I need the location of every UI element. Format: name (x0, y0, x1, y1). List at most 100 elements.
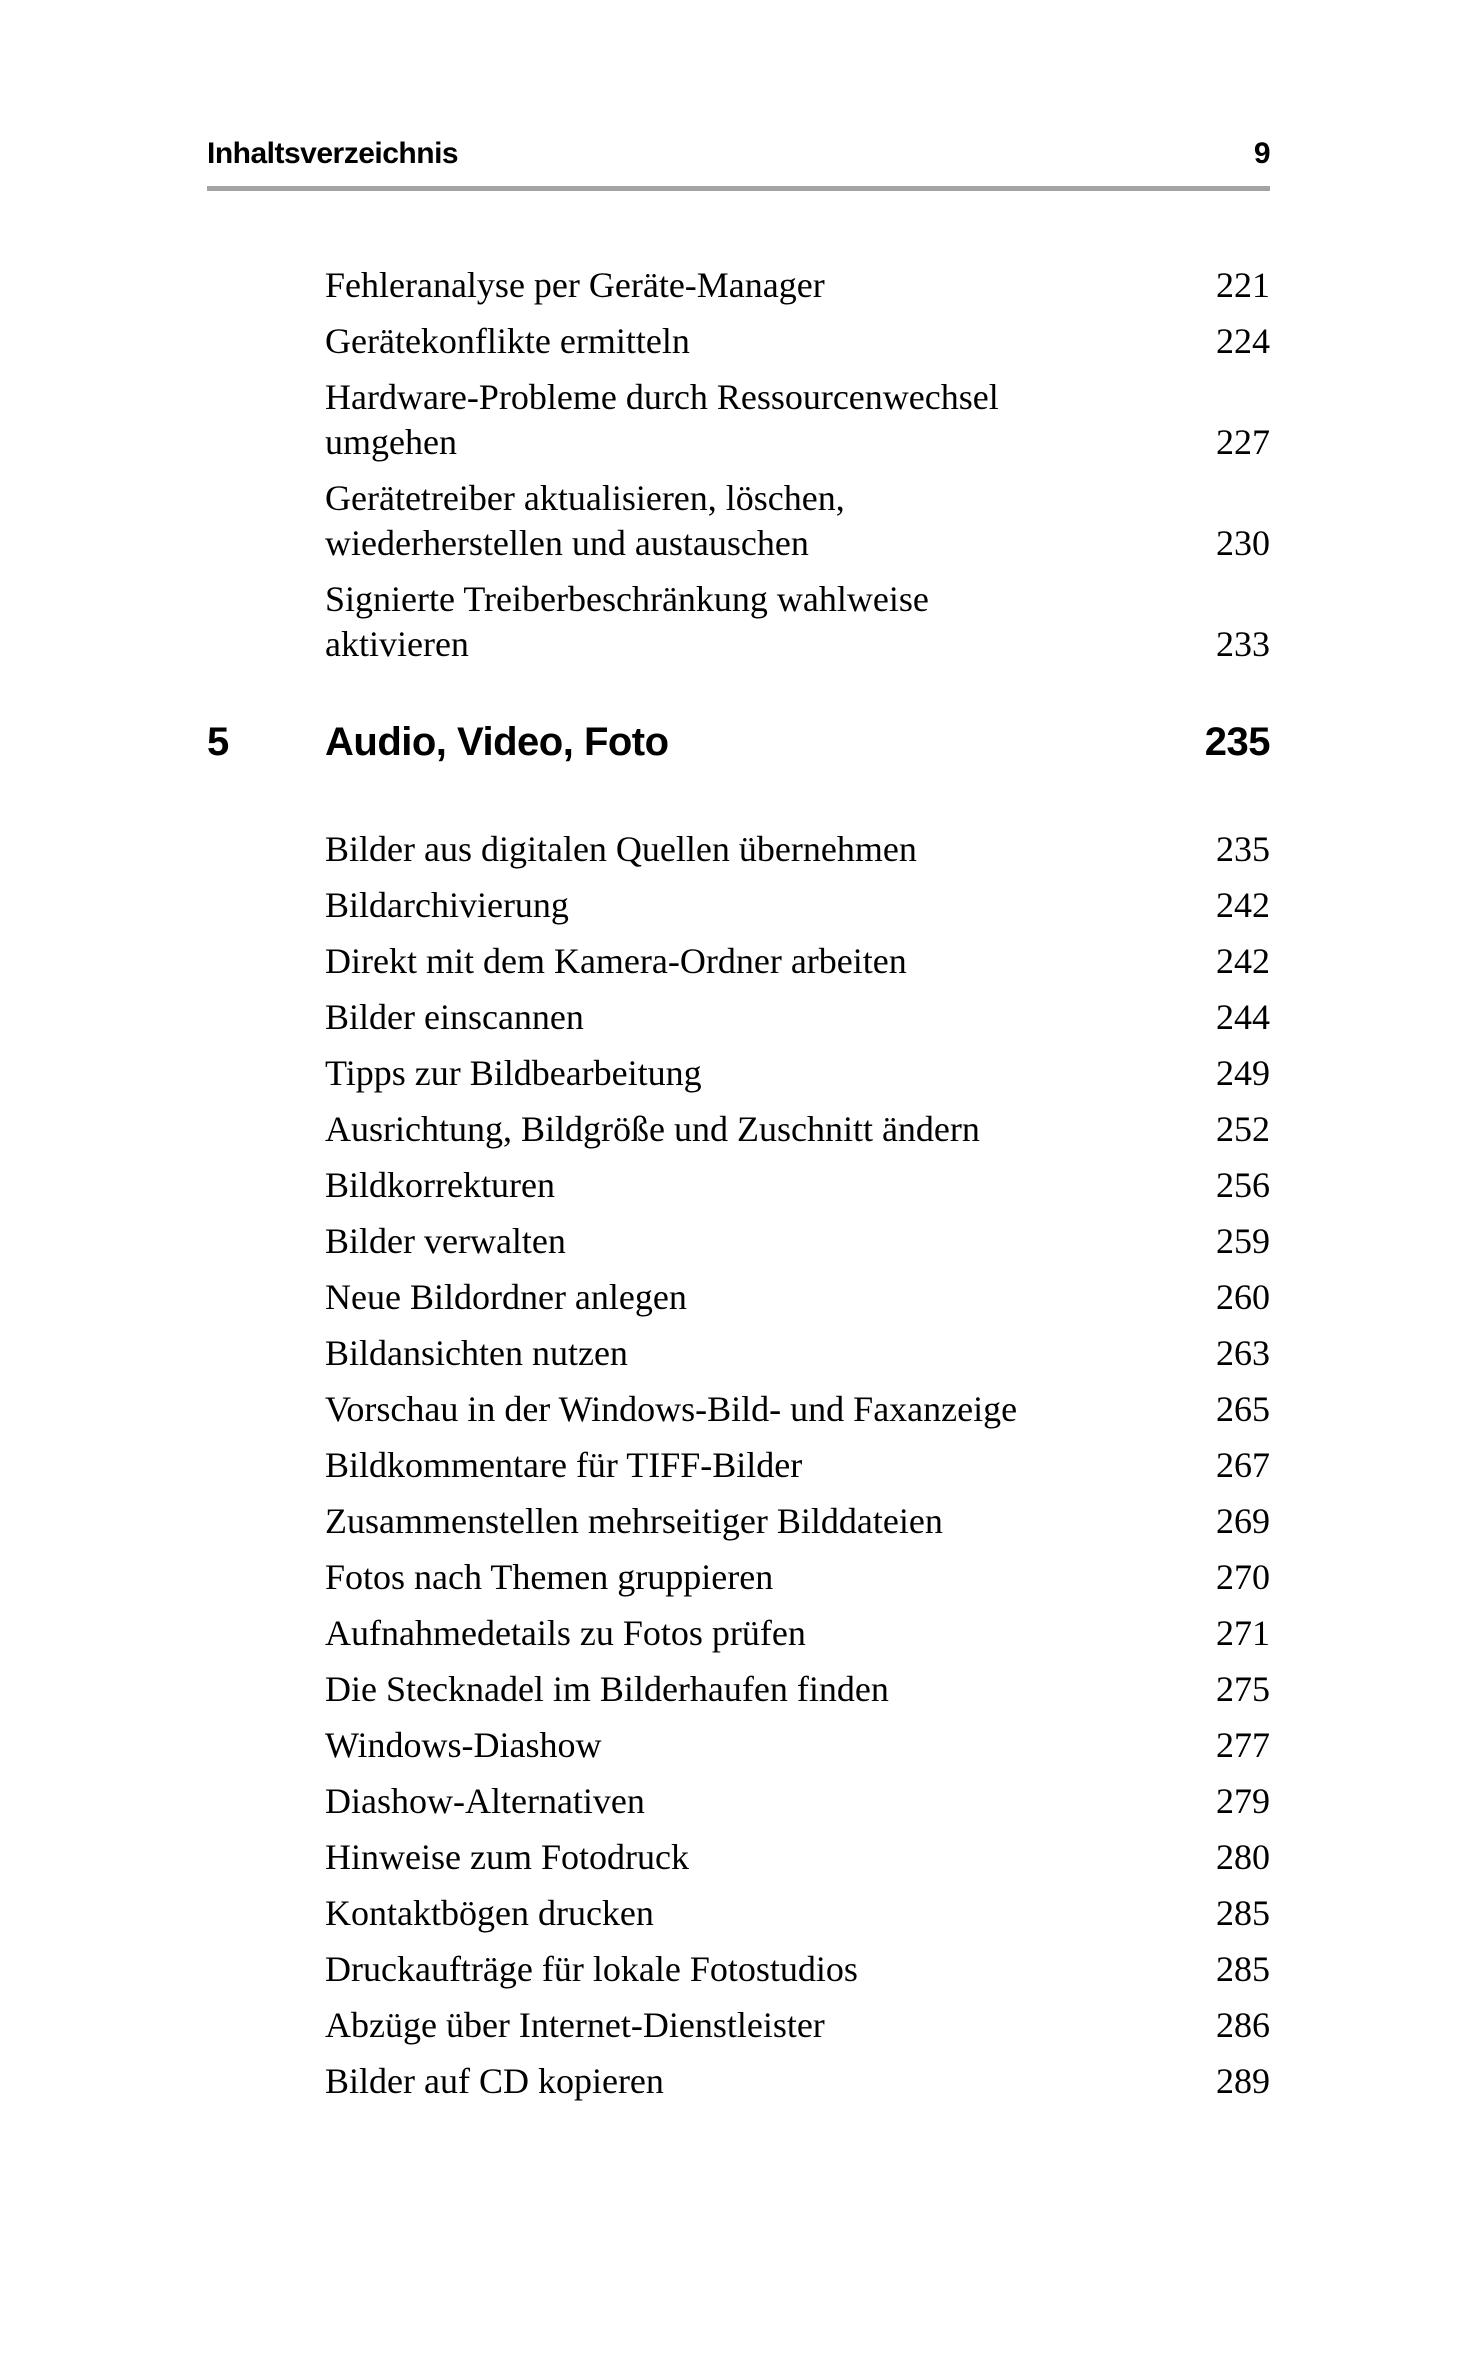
toc-entry-page: 259 (1216, 1221, 1270, 1261)
toc-entry-text: Hardware-Probleme durch Ressourcenwechse… (325, 375, 999, 465)
toc-entry: Bildarchivierung 242 (325, 883, 1270, 928)
toc-entry-text: Bilder einscannen (325, 995, 584, 1040)
toc-entry-line: Vorschau in der Windows-Bild- und Faxanz… (325, 1389, 1018, 1429)
toc-entry: Gerätekonflikte ermitteln 224 (325, 319, 1270, 364)
toc-entry-line: Hardware-Probleme durch Ressourcenwechse… (325, 377, 999, 417)
toc-entry-page: 277 (1216, 1725, 1270, 1765)
toc-entry-line: Fotos nach Themen gruppieren (325, 1557, 774, 1597)
toc-entry-page: 227 (1216, 422, 1270, 462)
toc-entry-line: Windows-Diashow (325, 1725, 602, 1765)
toc-entry-line: aktivieren (325, 624, 469, 664)
toc-entry: Hardware-Probleme durch Ressourcenwechse… (325, 375, 1270, 465)
toc-entry-text: Diashow-Alternativen (325, 1779, 645, 1824)
toc-entry: Fotos nach Themen gruppieren 270 (325, 1555, 1270, 1600)
toc-entry-text: Bildansichten nutzen (325, 1331, 628, 1376)
toc-entry-page: 242 (1216, 941, 1270, 981)
page-title: Inhaltsverzeichnis (207, 137, 459, 170)
chapter-entries: Bilder aus digitalen Quellen übernehmen … (325, 827, 1270, 2104)
toc-entry-page: 267 (1216, 1445, 1270, 1485)
toc-entry-text: Bilder aus digitalen Quellen übernehmen (325, 827, 917, 872)
chapter-heading-wrap: 5 Audio, Video, Foto 235 (207, 717, 1271, 767)
header-rule (207, 186, 1270, 191)
toc-entry-text: Gerätekonflikte ermitteln (325, 319, 690, 364)
toc-entry-text: Ausrichtung, Bildgröße und Zuschnitt änd… (325, 1107, 980, 1152)
toc-entry-text: Aufnahmedetails zu Fotos prüfen (325, 1611, 806, 1656)
toc-entry-page: 289 (1216, 2061, 1270, 2101)
toc-entry-page: 263 (1216, 1333, 1270, 1373)
pre-chapter-entries: Fehleranalyse per Geräte-Manager 221 Ger… (325, 263, 1270, 667)
toc-entry-line: Signierte Treiberbeschränkung wahlweise (325, 579, 929, 619)
toc-entry-page: 260 (1216, 1277, 1270, 1317)
toc-entry-line: wiederherstellen und austauschen (325, 523, 809, 563)
toc-entry: Vorschau in der Windows-Bild- und Faxanz… (325, 1387, 1270, 1432)
toc-entry-line: Tipps zur Bildbearbeitung (325, 1053, 702, 1093)
toc-entry-text: Vorschau in der Windows-Bild- und Faxanz… (325, 1387, 1017, 1432)
toc-entry-page: 285 (1216, 1949, 1270, 1989)
chapter-page: 235 (1204, 720, 1271, 764)
toc-entry-page: 242 (1216, 885, 1270, 925)
toc-entry-text: Druckaufträge für lokale Fotostudios (325, 1947, 858, 1992)
toc-entry: Direkt mit dem Kamera-Ordner arbeiten 24… (325, 939, 1270, 984)
toc-entry-line: Druckaufträge für lokale Fotostudios (325, 1949, 858, 1989)
toc-entry: Tipps zur Bildbearbeitung 249 (325, 1051, 1270, 1096)
toc-entry: Bilder verwalten 259 (325, 1219, 1270, 1264)
toc-entry-text: Tipps zur Bildbearbeitung (325, 1051, 702, 1096)
toc-entry-page: 285 (1216, 1893, 1270, 1933)
chapter-title: Audio, Video, Foto (325, 720, 669, 764)
toc-entry-page: 221 (1216, 265, 1270, 305)
toc-entry-page: 235 (1216, 829, 1270, 869)
toc-entry-text: Fehleranalyse per Geräte-Manager (325, 263, 825, 308)
toc-entry-text: Hinweise zum Fotodruck (325, 1835, 689, 1880)
toc-entry-line: Aufnahmedetails zu Fotos prüfen (325, 1613, 806, 1653)
toc-entry-page: 244 (1216, 997, 1270, 1037)
toc-entry-line: Hinweise zum Fotodruck (325, 1837, 689, 1877)
toc-entry: Bilder auf CD kopieren 289 (325, 2059, 1270, 2104)
page-number: 9 (1253, 137, 1271, 170)
toc-entry-line: umgehen (325, 422, 457, 462)
toc-entry-line: Gerätekonflikte ermitteln (325, 321, 690, 361)
page-content: Inhaltsverzeichnis 9 Fehleranalyse per G… (207, 0, 1271, 2115)
toc-entry-page: 286 (1216, 2005, 1270, 2045)
chapter-heading: 5 Audio, Video, Foto 235 (207, 717, 1271, 767)
toc-entry: Neue Bildordner anlegen 260 (325, 1275, 1270, 1320)
toc-entry: Abzüge über Internet-Dienstleister 286 (325, 2003, 1270, 2048)
toc-entry-text: Abzüge über Internet-Dienstleister (325, 2003, 825, 2048)
toc-entry-page: 233 (1216, 624, 1270, 664)
toc-entry-page: 271 (1216, 1613, 1270, 1653)
toc-entry-text: Kontaktbögen drucken (325, 1891, 654, 1936)
toc-entry: Bildkommentare für TIFF-Bilder 267 (325, 1443, 1270, 1488)
running-head: Inhaltsverzeichnis 9 (207, 0, 1271, 172)
toc-entry: Bilder aus digitalen Quellen übernehmen … (325, 827, 1270, 872)
toc-entry: Fehleranalyse per Geräte-Manager 221 (325, 263, 1270, 308)
toc-entry-line: Bildarchivierung (325, 885, 569, 925)
toc-entry-text: Bilder verwalten (325, 1219, 566, 1264)
toc-entry-text: Bildarchivierung (325, 883, 569, 928)
toc-entry-page: 230 (1216, 523, 1270, 563)
toc-entry-page: 265 (1216, 1389, 1270, 1429)
toc-entry: Bildkorrekturen 256 (325, 1163, 1270, 1208)
toc-entry-line: Die Stecknadel im Bilderhaufen finden (325, 1669, 889, 1709)
toc-entry-line: Direkt mit dem Kamera-Ordner arbeiten (325, 941, 907, 981)
toc-entry-text: Zusammenstellen mehrseitiger Bilddateien (325, 1499, 943, 1544)
toc-entry: Bildansichten nutzen 263 (325, 1331, 1270, 1376)
toc-entry-page: 279 (1216, 1781, 1270, 1821)
toc-entry: Signierte Treiberbeschränkung wahlweise a… (325, 577, 1270, 667)
toc-entry: Hinweise zum Fotodruck 280 (325, 1835, 1270, 1880)
toc-entry: Diashow-Alternativen 279 (325, 1779, 1270, 1824)
chapter-number: 5 (207, 720, 229, 764)
toc-entry: Gerätetreiber aktualisieren, löschen, wie… (325, 476, 1270, 566)
toc-entry: Zusammenstellen mehrseitiger Bilddateien… (325, 1499, 1270, 1544)
toc-entry-line: Bildkorrekturen (325, 1165, 555, 1205)
toc-entry-text: Bildkommentare für TIFF-Bilder (325, 1443, 802, 1488)
toc-entry: Aufnahmedetails zu Fotos prüfen 271 (325, 1611, 1270, 1656)
toc-entry-page: 252 (1216, 1109, 1270, 1149)
toc-entry: Druckaufträge für lokale Fotostudios 285 (325, 1947, 1270, 1992)
toc-entry-page: 270 (1216, 1557, 1270, 1597)
toc-entry-line: Kontaktbögen drucken (325, 1893, 654, 1933)
toc-entry-text: Neue Bildordner anlegen (325, 1275, 687, 1320)
toc-entry-text: Gerätetreiber aktualisieren, löschen, wie… (325, 476, 845, 566)
toc-entry: Ausrichtung, Bildgröße und Zuschnitt änd… (325, 1107, 1270, 1152)
toc-entry-text: Fotos nach Themen gruppieren (325, 1555, 773, 1600)
toc-entry-text: Direkt mit dem Kamera-Ordner arbeiten (325, 939, 907, 984)
